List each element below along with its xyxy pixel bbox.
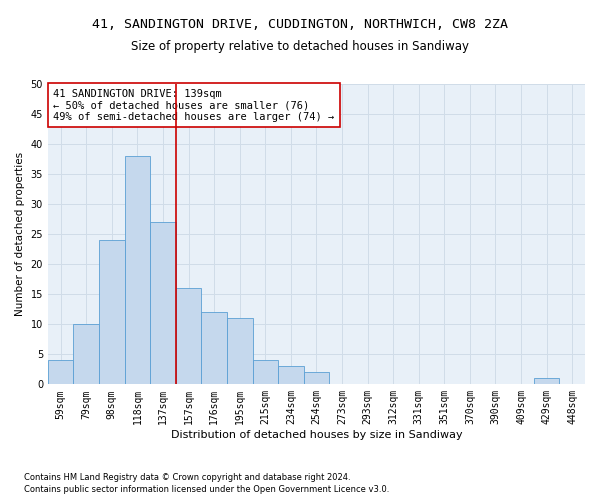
Bar bbox=[99, 240, 125, 384]
Bar bbox=[534, 378, 559, 384]
Bar bbox=[73, 324, 99, 384]
Text: Contains public sector information licensed under the Open Government Licence v3: Contains public sector information licen… bbox=[24, 485, 389, 494]
Bar bbox=[176, 288, 202, 384]
Bar bbox=[253, 360, 278, 384]
Text: 41 SANDINGTON DRIVE: 139sqm
← 50% of detached houses are smaller (76)
49% of sem: 41 SANDINGTON DRIVE: 139sqm ← 50% of det… bbox=[53, 88, 335, 122]
Bar bbox=[48, 360, 73, 384]
Bar bbox=[227, 318, 253, 384]
Text: Size of property relative to detached houses in Sandiway: Size of property relative to detached ho… bbox=[131, 40, 469, 53]
Text: Contains HM Land Registry data © Crown copyright and database right 2024.: Contains HM Land Registry data © Crown c… bbox=[24, 472, 350, 482]
Bar bbox=[150, 222, 176, 384]
X-axis label: Distribution of detached houses by size in Sandiway: Distribution of detached houses by size … bbox=[170, 430, 462, 440]
Bar bbox=[202, 312, 227, 384]
Bar bbox=[304, 372, 329, 384]
Bar bbox=[278, 366, 304, 384]
Bar bbox=[125, 156, 150, 384]
Y-axis label: Number of detached properties: Number of detached properties bbox=[15, 152, 25, 316]
Text: 41, SANDINGTON DRIVE, CUDDINGTON, NORTHWICH, CW8 2ZA: 41, SANDINGTON DRIVE, CUDDINGTON, NORTHW… bbox=[92, 18, 508, 30]
